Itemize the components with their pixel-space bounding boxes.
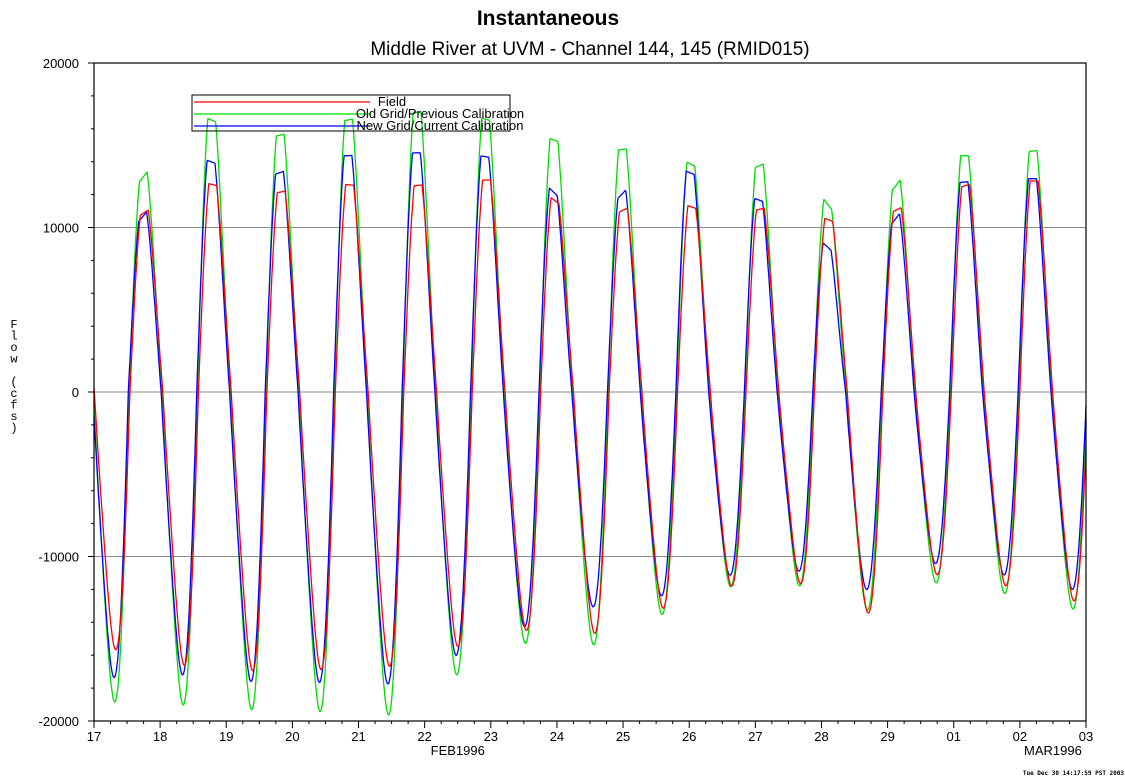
y-tick-label: 0 — [72, 385, 79, 400]
x-axis: 17 18 19 20 21 22 23 24 25 26 27 28 29 01 02 03 FEB1996 M… — [87, 721, 1093, 758]
x-tick-label: 28 — [814, 729, 828, 744]
x-tick-label: 29 — [880, 729, 894, 744]
plot-timestamp: Tue Dec 30 14:17:59 PST 2003 — [1023, 770, 1125, 777]
y-tick-label: 10000 — [43, 221, 79, 236]
x-tick-label: 18 — [153, 729, 167, 744]
y-tick-label: 20000 — [43, 56, 79, 71]
legend-label: New Grid/Current Calibration — [357, 118, 524, 133]
x-tick-label: 17 — [87, 729, 101, 744]
x-tick-label: 25 — [616, 729, 630, 744]
x-tick-label: 20 — [285, 729, 299, 744]
gridlines — [94, 228, 1086, 557]
x-tick-label: 03 — [1079, 729, 1093, 744]
x-tick-label: 01 — [946, 729, 960, 744]
y-axis: -20000 -10000 0 10000 20000 — [39, 56, 94, 729]
x-tick-label: 22 — [417, 729, 431, 744]
x-tick-label: 19 — [219, 729, 233, 744]
x-tick-label: 27 — [748, 729, 762, 744]
x-month-label: MAR1996 — [1024, 743, 1082, 758]
series-lines — [94, 112, 1086, 715]
series-line-1 — [94, 112, 1086, 715]
chart-subtitle: Middle River at UVM - Channel 144, 145 (… — [370, 39, 809, 60]
x-tick-label: 26 — [682, 729, 696, 744]
y-label-char: ) — [10, 422, 17, 436]
chart-title: Instantaneous — [477, 7, 619, 30]
x-month-label: FEB1996 — [431, 743, 485, 758]
x-tick-label: 21 — [351, 729, 365, 744]
x-tick-label: 02 — [1013, 729, 1027, 744]
y-tick-label: -20000 — [39, 714, 79, 729]
x-tick-label: 23 — [484, 729, 498, 744]
y-tick-label: -10000 — [39, 550, 79, 565]
y-label-char: w — [10, 353, 18, 367]
x-tick-label: 24 — [550, 729, 564, 744]
series-line-2 — [94, 153, 1086, 684]
